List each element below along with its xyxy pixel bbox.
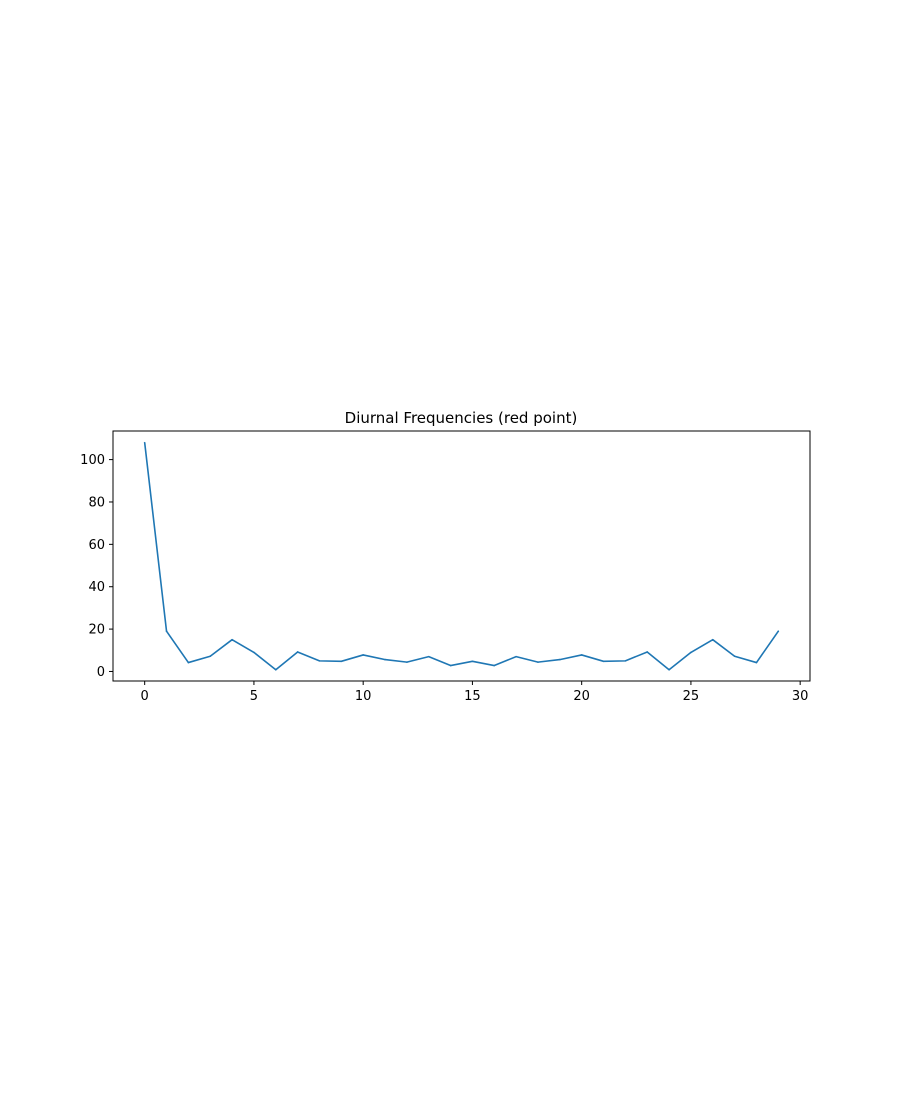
data-point xyxy=(580,654,583,656)
data-point xyxy=(362,654,364,656)
data-point xyxy=(493,664,496,667)
x-tick-label: 5 xyxy=(250,689,258,704)
data-point xyxy=(471,660,474,663)
data-point xyxy=(602,660,605,663)
data-point xyxy=(755,661,758,664)
data-point xyxy=(318,660,321,662)
data-point xyxy=(711,638,714,641)
y-tick-label: 60 xyxy=(88,538,105,553)
data-point xyxy=(515,655,517,658)
data-point xyxy=(690,651,692,654)
x-tick-label: 20 xyxy=(573,689,590,704)
data-point xyxy=(624,660,627,662)
data-point xyxy=(274,668,277,671)
data-point xyxy=(777,630,780,633)
y-tick-label: 100 xyxy=(80,453,105,468)
data-point xyxy=(406,661,408,663)
series-line xyxy=(143,442,779,671)
axis-ticks: 0 5 10 15 20 25 30 0 20 40 60 80 100 xyxy=(80,453,808,704)
data-point xyxy=(733,655,736,658)
y-tick-label: 20 xyxy=(88,623,105,638)
data-point xyxy=(537,661,539,663)
data-point xyxy=(187,661,190,664)
y-tick-label: 0 xyxy=(97,665,105,680)
data-point xyxy=(449,664,452,667)
x-tick-label: 30 xyxy=(792,689,809,704)
y-tick-label: 40 xyxy=(88,580,105,595)
chart-title: Diurnal Frequencies (red point) xyxy=(345,409,578,427)
plot-area-frame xyxy=(112,430,811,682)
x-tick-label: 15 xyxy=(464,689,481,704)
x-tick-label: 10 xyxy=(355,689,372,704)
data-point xyxy=(143,441,146,444)
data-point xyxy=(646,651,649,653)
y-tick-label: 80 xyxy=(88,495,105,510)
x-tick-label: 25 xyxy=(683,689,700,704)
data-point xyxy=(559,658,561,661)
data-point xyxy=(253,651,255,654)
data-point xyxy=(340,660,343,663)
data-point xyxy=(231,638,233,641)
x-tick-label: 0 xyxy=(141,689,149,704)
data-point xyxy=(427,655,430,658)
data-point xyxy=(209,655,212,658)
data-point xyxy=(296,651,299,653)
data-point xyxy=(165,630,168,633)
data-point xyxy=(384,658,386,661)
data-point xyxy=(668,668,670,671)
series-layer xyxy=(143,441,780,671)
